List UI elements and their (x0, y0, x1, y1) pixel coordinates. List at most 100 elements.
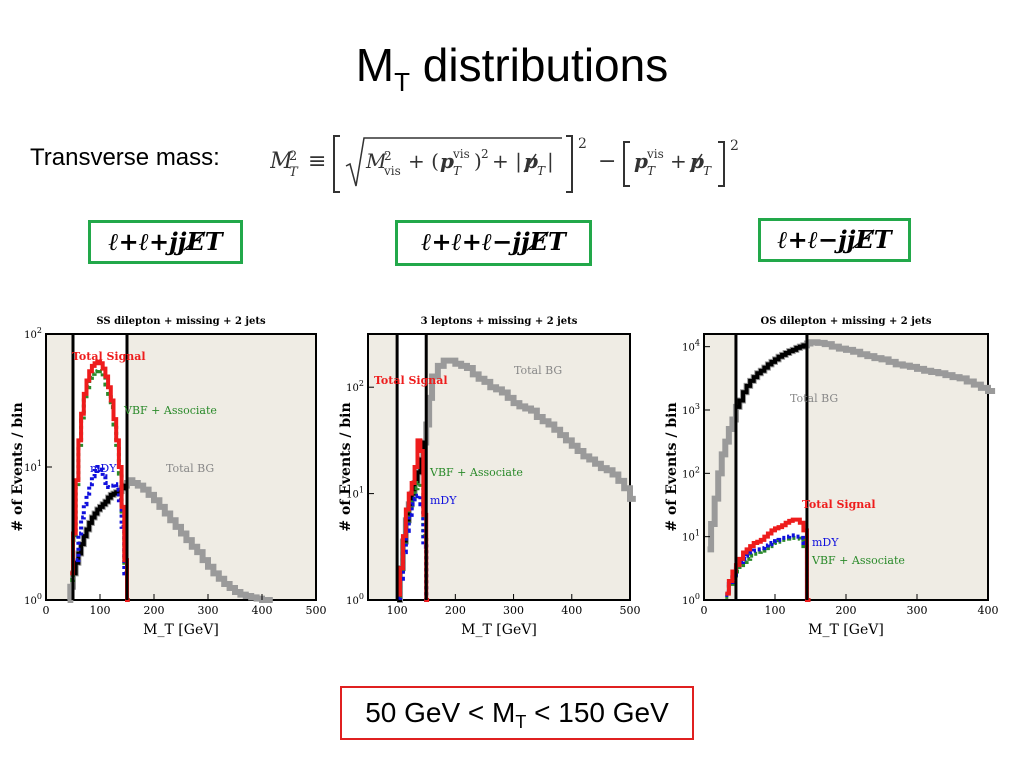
chart-3-leptons: 3 leptons + missing + 2 jets Total Signal… (338, 308, 648, 648)
svg-text:vis: vis (646, 147, 664, 161)
transverse-mass-label: Transverse mass: (30, 144, 220, 171)
svg-text:2: 2 (730, 138, 739, 154)
signature-box-os: ℓ+ℓ−jjE̸T (758, 218, 911, 262)
y-axis-label: # of Events / bin (10, 402, 26, 531)
series-signal (397, 438, 430, 602)
y-tick-label: 101 (24, 459, 42, 474)
y-tick-exponent: 0 (695, 592, 700, 601)
y-tick-exponent: 1 (359, 486, 364, 495)
y-tick-exponent: 2 (359, 379, 364, 388)
series-label-signal: Total Signal (802, 498, 876, 511)
x-tick-label: 100 (387, 604, 408, 617)
y-tick-exponent: 1 (695, 529, 700, 538)
svg-text:T: T (537, 164, 546, 178)
svg-text:T: T (703, 164, 712, 178)
x-tick-label: 400 (978, 604, 999, 617)
shade-left (368, 334, 398, 600)
series-label-mdy: mDY (812, 536, 839, 549)
series-mdy (725, 533, 811, 602)
y-tick-label: 100 (682, 592, 700, 607)
svg-text:2: 2 (578, 136, 587, 152)
svg-text:T: T (289, 165, 299, 180)
signature-box-ss: ℓ+ℓ+jjE̸T (88, 220, 243, 264)
chart-title: 3 leptons + missing + 2 jets (421, 316, 578, 327)
x-tick-label: 400 (252, 604, 273, 617)
chart-title: OS dilepton + missing + 2 jets (761, 316, 932, 327)
y-tick-exponent: 3 (695, 402, 700, 411)
x-axis-label: M_T [GeV] (808, 622, 884, 638)
x-tick-label: 500 (306, 604, 327, 617)
svg-text:−: − (598, 149, 616, 174)
svg-text:vis: vis (452, 147, 470, 161)
x-tick-label: 100 (765, 604, 786, 617)
signature-box-3l: ℓ+ℓ+ℓ−jjE̸T (395, 220, 592, 266)
svg-text:+ (: + ( (408, 149, 439, 173)
svg-text:M: M (365, 149, 387, 173)
series-label-vbf: VBF + Associate (429, 466, 523, 479)
series-vbf (725, 535, 811, 602)
y-tick-label: 103 (682, 402, 700, 417)
svg-text:T: T (647, 164, 656, 178)
svg-text:|: | (547, 149, 554, 174)
y-axis-label: # of Events / bin (338, 402, 354, 531)
y-tick-label: 104 (682, 339, 700, 354)
svg-text:+ |: + | (492, 149, 522, 174)
svg-text:T: T (453, 164, 462, 178)
svg-text:2: 2 (384, 149, 392, 163)
x-tick-label: 100 (90, 604, 111, 617)
y-tick-exponent: 0 (37, 592, 42, 601)
plot-frame (367, 333, 631, 601)
x-tick-label: 300 (198, 604, 219, 617)
series-bg-window (735, 343, 807, 409)
slide-title: MT distributions (355, 39, 669, 97)
svg-text:2: 2 (289, 149, 297, 164)
mt-cut-box: 50 GeV < MT < 150 GeV (340, 686, 694, 740)
x-tick-label: 200 (445, 604, 466, 617)
series-bg-window (73, 483, 127, 576)
series-label-signal: Total Signal (374, 374, 448, 387)
svg-text:p: p (634, 149, 648, 173)
svg-text:+: + (670, 149, 687, 173)
y-tick-label: 101 (682, 529, 700, 544)
series-label-vbf: VBF + Associate (811, 554, 905, 567)
x-tick-label: 400 (561, 604, 582, 617)
x-tick-label: 500 (620, 604, 641, 617)
transverse-mass-formula: M 2 T ≡ M 2 vis + ( p vis T ) 2 + | p T … (269, 128, 810, 198)
series-vbf (70, 367, 130, 602)
y-tick-label: 102 (346, 379, 364, 394)
svg-text:): ) (474, 149, 482, 173)
chart-ss-dilepton: SS dilepton + missing + 2 jets Total Sign… (10, 308, 330, 648)
y-axis-label: # of Events / bin (664, 402, 680, 531)
series-label-vbf: VBF + Associate (123, 404, 217, 417)
y-tick-exponent: 1 (37, 459, 42, 468)
svg-text:M: M (270, 149, 293, 174)
x-tick-label: 300 (907, 604, 928, 617)
y-tick-exponent: 0 (359, 592, 364, 601)
series-label-bg: Total BG (166, 462, 214, 475)
y-tick-exponent: 2 (37, 326, 42, 335)
y-tick-label: 100 (346, 592, 364, 607)
chart-title: SS dilepton + missing + 2 jets (96, 316, 266, 327)
x-tick-label: 200 (836, 604, 857, 617)
series-signal (70, 359, 130, 602)
series-signal (725, 517, 811, 602)
svg-text:2: 2 (481, 147, 489, 161)
chart-os-dilepton: OS dilepton + missing + 2 jets Total Sign… (664, 308, 1004, 648)
y-tick-exponent: 4 (695, 339, 700, 348)
y-tick-label: 102 (24, 326, 42, 341)
x-tick-label: 0 (701, 604, 708, 617)
svg-text:p: p (440, 149, 454, 173)
shade-right (426, 334, 630, 600)
series-label-bg: Total BG (790, 392, 838, 405)
svg-text:vis: vis (383, 164, 401, 178)
svg-text:≡: ≡ (308, 149, 326, 174)
series-label-signal: Total Signal (72, 350, 146, 363)
x-tick-label: 0 (43, 604, 50, 617)
y-tick-exponent: 2 (695, 465, 700, 474)
y-tick-label: 102 (682, 465, 700, 480)
x-tick-label: 200 (144, 604, 165, 617)
x-axis-label: M_T [GeV] (143, 622, 219, 638)
series-label-bg: Total BG (514, 364, 562, 377)
x-axis-label: M_T [GeV] (461, 622, 537, 638)
x-tick-label: 300 (503, 604, 524, 617)
